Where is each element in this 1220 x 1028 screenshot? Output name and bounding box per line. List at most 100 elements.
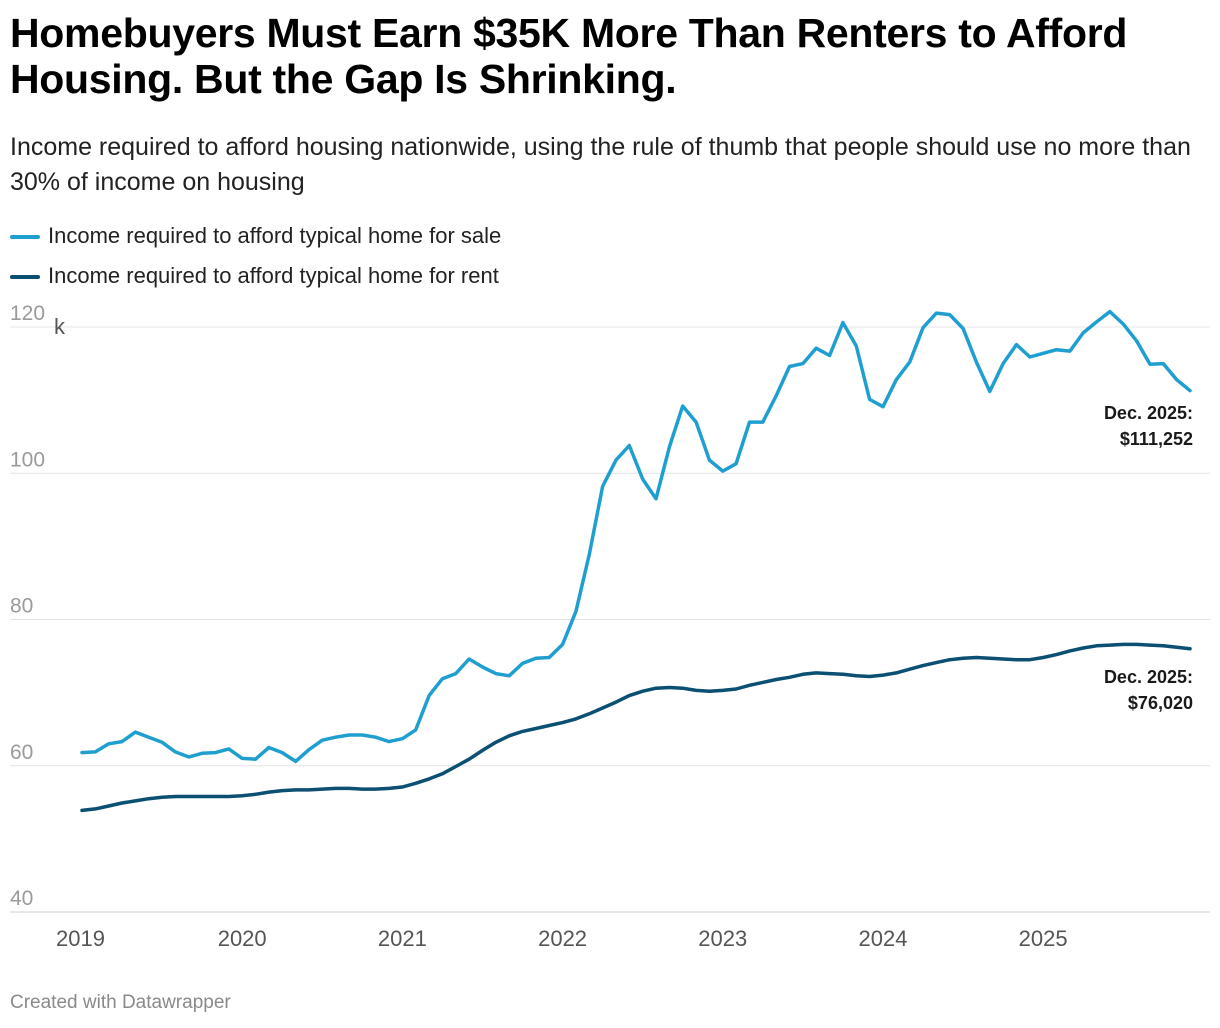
point-sale-2020-02 [254, 758, 256, 760]
point-sale-2019-10 [201, 752, 203, 754]
point-rent-2019-12 [228, 795, 230, 797]
point-rent-2024-08 [975, 656, 977, 658]
point-rent-2020-11 [375, 788, 377, 790]
point-sale-2020-04 [281, 751, 283, 753]
point-rent-2023-10 [842, 673, 844, 675]
point-rent-2021-02 [415, 782, 417, 784]
point-rent-2019-05 [134, 800, 136, 802]
point-sale-2023-04 [762, 421, 764, 423]
point-rent-2022-08 [655, 687, 657, 689]
point-sale-2024-10 [1002, 362, 1004, 364]
point-rent-2025-12 [1189, 648, 1191, 650]
point-sale-2022-01 [561, 643, 563, 645]
point-rent-2020-10 [361, 788, 363, 790]
point-sale-2019-06 [148, 736, 150, 738]
point-sale-2024-08 [975, 361, 977, 363]
point-rent-2019-11 [214, 795, 216, 797]
y-tick-label-80: 80 [10, 595, 33, 618]
point-rent-2020-07 [321, 788, 323, 790]
point-rent-2024-07 [962, 657, 964, 659]
point-rent-2025-06 [1109, 644, 1111, 646]
point-sale-2021-12 [548, 656, 550, 658]
point-sale-2019-08 [174, 751, 176, 753]
point-sale-2022-09 [668, 446, 670, 448]
point-rent-2021-07 [481, 749, 483, 751]
point-rent-2019-06 [148, 798, 150, 800]
point-sale-2023-10 [842, 321, 844, 323]
point-rent-2021-04 [441, 773, 443, 775]
point-sale-2021-05 [455, 672, 457, 674]
y-unit-label: k [54, 314, 66, 339]
point-rent-2020-06 [308, 789, 310, 791]
point-sale-2025-01 [1042, 352, 1044, 354]
point-sale-2022-03 [588, 553, 590, 555]
point-rent-2021-08 [495, 741, 497, 743]
point-sale-2025-12 [1189, 389, 1191, 391]
point-sale-2025-08 [1135, 340, 1137, 342]
point-rent-2020-03 [268, 791, 270, 793]
point-rent-2022-12 [708, 690, 710, 692]
legend-swatch-rent [10, 274, 40, 279]
point-sale-2023-06 [788, 365, 790, 367]
point-rent-2024-03 [909, 668, 911, 670]
point-rent-2020-09 [348, 787, 350, 789]
point-rent-2025-07 [1122, 643, 1124, 645]
point-sale-2024-04 [922, 327, 924, 329]
point-sale-2023-03 [748, 421, 750, 423]
point-rent-2025-03 [1069, 650, 1071, 652]
point-rent-2022-07 [642, 690, 644, 692]
point-sale-2021-06 [468, 658, 470, 660]
point-sale-2019-12 [228, 748, 230, 750]
point-sale-2021-09 [508, 675, 510, 677]
point-rent-2024-06 [949, 659, 951, 661]
point-sale-2025-02 [1055, 349, 1057, 351]
point-sale-2024-07 [962, 327, 964, 329]
point-rent-2021-09 [508, 735, 510, 737]
point-rent-2023-12 [868, 675, 870, 677]
point-rent-2024-05 [935, 661, 937, 663]
point-sale-2019-03 [108, 743, 110, 745]
point-sale-2023-09 [828, 354, 830, 356]
point-sale-2023-05 [775, 395, 777, 397]
point-sale-2022-12 [708, 459, 710, 461]
point-sale-2024-01 [882, 406, 884, 408]
point-sale-2021-01 [401, 738, 403, 740]
point-rent-2023-07 [802, 673, 804, 675]
point-sale-2019-02 [94, 751, 96, 753]
point-rent-2020-12 [388, 787, 390, 789]
point-sale-2025-04 [1082, 332, 1084, 334]
point-sale-2023-08 [815, 347, 817, 349]
point-rent-2023-01 [722, 689, 724, 691]
point-rent-2023-04 [762, 681, 764, 683]
annotation-rent-0: Dec. 2025: [1104, 667, 1193, 687]
point-rent-2022-10 [682, 687, 684, 689]
point-rent-2022-03 [588, 713, 590, 715]
point-rent-2024-02 [895, 672, 897, 674]
point-sale-2020-10 [361, 734, 363, 736]
x-tick-label-2025: 2025 [1019, 926, 1068, 951]
y-tick-label-40: 40 [10, 887, 33, 910]
point-rent-2020-04 [281, 789, 283, 791]
point-rent-2025-08 [1135, 643, 1137, 645]
point-sale-2022-06 [628, 444, 630, 446]
legend: Income required to afford typical home f… [10, 216, 501, 296]
point-sale-2025-10 [1162, 362, 1164, 364]
point-rent-2021-05 [455, 765, 457, 767]
point-rent-2019-09 [188, 795, 190, 797]
point-rent-2022-11 [695, 689, 697, 691]
y-tick-label-60: 60 [10, 741, 33, 764]
point-sale-2019-07 [161, 741, 163, 743]
point-sale-2025-11 [1176, 379, 1178, 381]
point-rent-2021-11 [535, 727, 537, 729]
point-rent-2024-12 [1029, 659, 1031, 661]
point-rent-2025-04 [1082, 647, 1084, 649]
x-tick-label-2023: 2023 [698, 926, 747, 951]
point-sale-2025-03 [1069, 350, 1071, 352]
point-sale-2019-04 [121, 740, 123, 742]
point-sale-2023-01 [722, 470, 724, 472]
point-rent-2024-01 [882, 674, 884, 676]
point-sale-2021-03 [428, 694, 430, 696]
point-sale-2020-01 [241, 757, 243, 759]
point-sale-2020-03 [268, 746, 270, 748]
